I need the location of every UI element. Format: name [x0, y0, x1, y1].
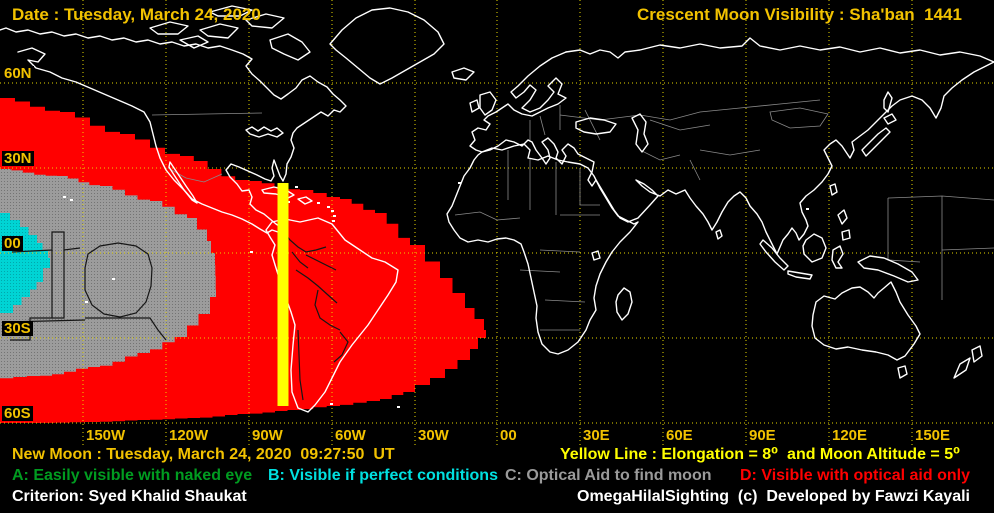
legend-c: C: Optical Aid to find moon [505, 467, 712, 484]
lon-label-120w: 120W [169, 427, 209, 444]
island-specks [63, 182, 809, 408]
credit-label: OmegaHilalSighting (c) Developed by Fawz… [577, 488, 970, 505]
lon-label-120e: 120E [832, 427, 868, 444]
lat-label-60s: 60S [2, 405, 33, 422]
legend-d: D: Visible with optical aid only [740, 467, 970, 484]
visibility-zones [0, 98, 486, 423]
yellow-elongation-line [277, 183, 289, 406]
date-label: Date : Tuesday, March 24, 2020 [12, 5, 261, 24]
lon-label-30e: 30E [583, 427, 610, 444]
lat-label-30n: 30N [2, 150, 34, 167]
graticule-grid [0, 0, 994, 446]
world-visibility-map [0, 0, 994, 446]
lon-label-150e: 150E [915, 427, 951, 444]
lon-label-60w: 60W [335, 427, 366, 444]
lat-label-30s: 30S [2, 320, 33, 337]
lon-label-90e: 90E [749, 427, 776, 444]
lon-label-60e: 60E [666, 427, 693, 444]
page-title: Crescent Moon Visibility : Sha'ban 1441 [637, 5, 962, 24]
coastlines [0, 5, 994, 413]
new-moon-label: New Moon : Tuesday, March 24, 2020 09:27… [12, 446, 395, 463]
lon-label-90w: 90W [252, 427, 283, 444]
lat-label-00: 00 [2, 235, 23, 252]
lon-label-00: 00 [500, 427, 517, 444]
lat-label-60n: 60N [2, 65, 34, 82]
lon-label-30w: 30W [418, 427, 449, 444]
criterion-label: Criterion: Syed Khalid Shaukat [12, 488, 247, 505]
yellow-line-note: Yellow Line : Elongation = 8⁰ and Moon A… [560, 446, 961, 463]
legend-b: B: Visible if perfect conditions [268, 467, 498, 484]
lon-label-150w: 150W [86, 427, 126, 444]
legend-a: A: Easily visible with naked eye [12, 467, 253, 484]
